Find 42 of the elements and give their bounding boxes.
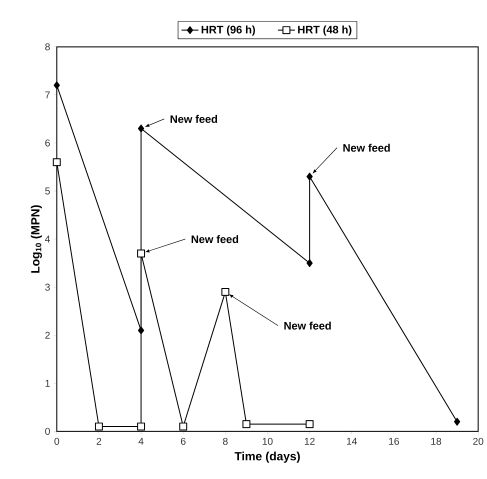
legend-label: HRT (96 h) bbox=[202, 25, 255, 36]
x-tick-label: 4 bbox=[138, 438, 144, 445]
x-tick-label: 12 bbox=[304, 438, 315, 445]
y-tick-label: 0 bbox=[45, 428, 50, 435]
point bbox=[54, 81, 60, 90]
x-tick-label: 6 bbox=[180, 438, 186, 445]
point bbox=[242, 420, 250, 428]
point bbox=[306, 172, 313, 180]
point bbox=[94, 422, 103, 430]
annotation: New feed bbox=[170, 114, 218, 123]
y-tick-label: 6 bbox=[45, 139, 50, 146]
point bbox=[138, 326, 144, 334]
annotation: New feed bbox=[192, 235, 238, 244]
y-tick-label: 7 bbox=[45, 91, 50, 98]
y-tick-label: 5 bbox=[45, 187, 50, 194]
x-tick-label: 18 bbox=[431, 438, 442, 445]
point bbox=[137, 249, 146, 258]
point bbox=[454, 418, 460, 426]
y-tick-label: 8 bbox=[45, 43, 50, 50]
point bbox=[306, 259, 313, 268]
x-tick-label: 0 bbox=[54, 438, 60, 445]
y-tick-label: 3 bbox=[45, 284, 50, 291]
legend-label: HRT (48 h) bbox=[298, 25, 352, 36]
y-tick-label: 4 bbox=[45, 236, 50, 242]
x-tick-label: 16 bbox=[389, 438, 399, 445]
x-tick-label: 10 bbox=[262, 438, 273, 445]
x-tick-label: 14 bbox=[347, 438, 357, 445]
annotation: New feed bbox=[284, 322, 331, 330]
point bbox=[138, 124, 144, 132]
point bbox=[52, 158, 61, 166]
point bbox=[221, 288, 230, 296]
x-tick-label: 20 bbox=[473, 438, 484, 445]
x-tick-label: 8 bbox=[223, 438, 228, 445]
point bbox=[179, 422, 188, 430]
point bbox=[137, 422, 146, 430]
y-axis-title: Log$_{10}$ (MPN) bbox=[30, 205, 42, 273]
point bbox=[306, 420, 314, 428]
x-tick-label: 2 bbox=[96, 438, 102, 445]
y-tick-label: 1 bbox=[46, 380, 50, 387]
annotation: New feed bbox=[343, 144, 390, 152]
y-tick-label: 2 bbox=[45, 332, 50, 339]
x-axis-title: Time (days) bbox=[234, 452, 300, 463]
